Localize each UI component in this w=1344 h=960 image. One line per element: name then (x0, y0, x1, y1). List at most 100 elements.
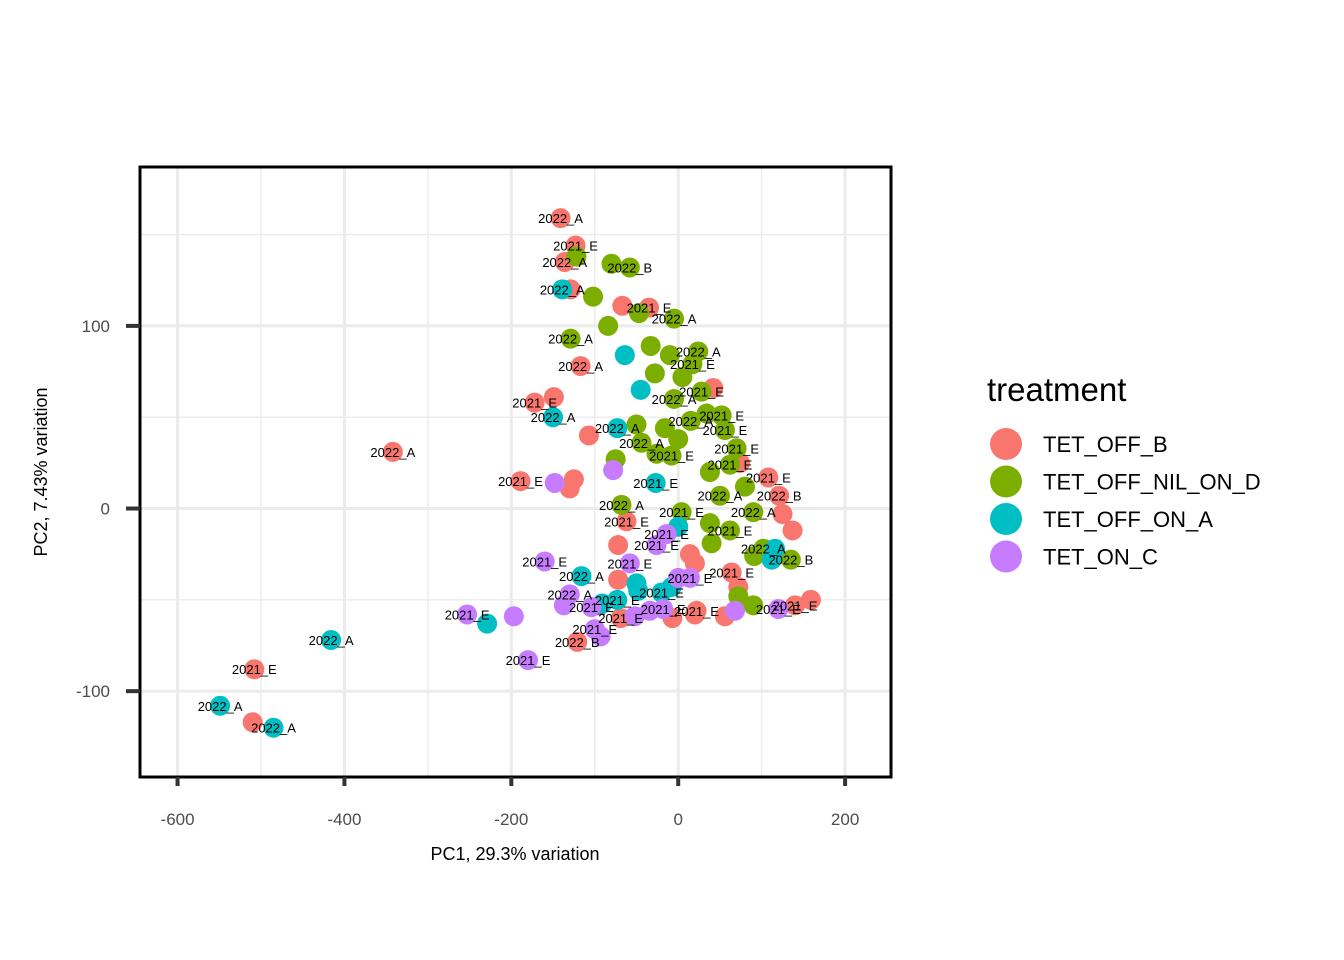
point-label: 2021_E (644, 527, 689, 542)
point-tet-off-nil-on-d (659, 345, 680, 366)
point-tet-off-on-a (628, 580, 649, 601)
point-label: 2022_A (595, 421, 640, 436)
point-tet-off-nil-on-d (626, 414, 647, 435)
axes: -600 -400 -200 0 200 -100 0 100 (76, 317, 859, 829)
point-tet-off-on-a (645, 472, 666, 493)
point-tet-off-nil-on-d (560, 328, 581, 349)
point-tet-off-nil-on-d (709, 485, 730, 506)
point-tet-off-b (543, 387, 564, 408)
point-label: 2021_E (649, 449, 694, 464)
point-tet-off-nil-on-d (661, 445, 682, 466)
point-tet-off-nil-on-d (719, 454, 740, 475)
x-tick-label: -600 (161, 810, 195, 829)
point-label: 2021_E (572, 622, 617, 637)
point-tet-off-on-a (477, 613, 498, 634)
point-label: 2022_A (542, 255, 587, 270)
gridlines (140, 167, 891, 777)
data-points (210, 208, 821, 738)
point-tet-on-c (581, 597, 602, 618)
point-label: 2021_E (512, 396, 557, 411)
point-tet-off-nil-on-d (628, 303, 649, 324)
y-axis-title: PC2, 7.43% variation (31, 387, 51, 556)
point-tet-off-nil-on-d (726, 438, 747, 459)
point-tet-on-c (544, 472, 565, 493)
point-tet-off-b (772, 504, 793, 525)
point-label: 2021_E (522, 554, 567, 569)
point-tet-on-c (590, 626, 611, 647)
point-label: 2022_A (548, 332, 593, 347)
x-tick-label: -200 (494, 810, 528, 829)
point-tet-off-on-a (614, 345, 635, 366)
point-tet-off-nil-on-d (583, 286, 604, 307)
point-tet-off-b (578, 425, 599, 446)
point-label: 2021_E (708, 523, 753, 538)
legend-key (990, 540, 1022, 573)
point-tet-on-c (668, 567, 689, 588)
point-label: 2021_E (773, 598, 818, 613)
point-tet-on-c (768, 598, 789, 619)
point-tet-off-b (510, 471, 531, 492)
point-label: 2021_E (641, 602, 686, 617)
point-label: 2021_E (714, 441, 759, 456)
point-label: 2022_A (599, 498, 644, 513)
point-tet-off-nil-on-d (644, 363, 665, 384)
point-label: 2022_A (652, 392, 697, 407)
point-label: 2022_A (698, 489, 743, 504)
point-tet-off-on-a (543, 407, 564, 428)
point-tet-off-b (612, 295, 633, 316)
legend-key (990, 465, 1022, 498)
point-tet-off-b (769, 485, 790, 506)
point-tet-off-nil-on-d (680, 410, 701, 431)
point-label: 2022_A (531, 410, 576, 425)
point-label: 2021_E (674, 604, 719, 619)
point-label: 2021_E (659, 505, 704, 520)
point-label: 2021_E (667, 571, 712, 586)
point-label: 2022_A (741, 542, 786, 557)
point-label: 2021_E (569, 600, 614, 615)
point-tet-off-b (608, 535, 629, 556)
point-tet-off-nil-on-d (701, 533, 722, 554)
point-tet-on-c (724, 600, 745, 621)
point-label: 2021_E (627, 301, 672, 316)
point-label: 2022_B (607, 260, 652, 275)
point-tet-on-c (457, 604, 478, 625)
point-tet-off-nil-on-d (566, 246, 587, 267)
point-label: 2021_E (703, 423, 748, 438)
y-tick-label: 0 (101, 500, 110, 519)
point-tet-on-c (646, 535, 667, 556)
point-tet-off-nil-on-d (743, 502, 764, 523)
point-tet-off-b (800, 589, 821, 610)
point-tet-off-b (550, 208, 571, 229)
point-label: 2021_E (595, 593, 640, 608)
point-label: 2021_E (506, 653, 551, 668)
point-tet-off-b (524, 392, 545, 413)
panel-border (138, 165, 893, 779)
point-label: 2022_A (538, 211, 583, 226)
point-tet-off-nil-on-d (699, 513, 720, 534)
point-label: 2021_E (445, 607, 490, 622)
point-labels: 2022_A2021_E2022_A2021_E2022_A2021_E2022… (198, 211, 818, 736)
point-tet-off-nil-on-d (654, 418, 675, 439)
point-tet-off-b (559, 478, 580, 499)
point-label: 2022_A (731, 505, 776, 520)
point-tet-on-c (553, 595, 574, 616)
point-label: 2021_E (598, 611, 643, 626)
point-label: 2021_E (498, 474, 543, 489)
point-tet-on-c (653, 598, 674, 619)
point-tet-off-on-a (607, 589, 628, 610)
point-tet-off-b (616, 511, 637, 532)
point-tet-off-b (785, 595, 806, 616)
legend-key (990, 503, 1022, 535)
point-label: 2022_B (757, 489, 802, 504)
point-tet-off-b (782, 520, 803, 541)
point-label: 2021_E (604, 514, 649, 529)
point-tet-off-on-a (210, 695, 231, 716)
legend-label: TET_OFF_B (1043, 432, 1168, 457)
point-label: 2022_A (668, 414, 713, 429)
point-tet-off-b (244, 659, 265, 680)
point-tet-off-nil-on-d (780, 549, 801, 570)
point-label: 2022_A (309, 633, 354, 648)
point-tet-off-on-a (761, 549, 782, 570)
point-tet-off-nil-on-d (734, 476, 755, 497)
point-tet-off-nil-on-d (619, 257, 640, 278)
